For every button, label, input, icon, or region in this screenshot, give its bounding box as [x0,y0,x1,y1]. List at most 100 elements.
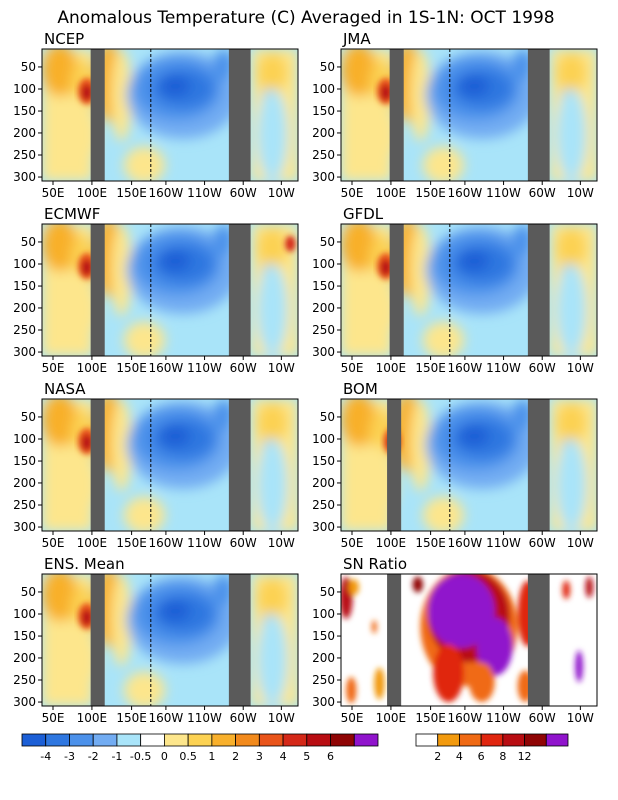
x-tick-label: 150E [415,186,446,200]
x-tick-label: 10W [567,711,594,725]
colorbar-swatch [480,733,504,747]
panel-frame [340,48,598,182]
x-tick-label: 60W [529,536,556,550]
colorbar-swatch [69,733,94,747]
y-tick-label: 50 [21,410,36,424]
y-tick-label: 100 [312,607,335,621]
y-tick-label: 150 [13,454,36,468]
panel-8: SN Ratio 50 100 150 200 250 300 50E 100E 150E 160W… [312,555,598,725]
land-mask [389,49,550,181]
colorbar-label: 4 [456,750,463,763]
panel-field [341,224,597,356]
colorbar-swatch [502,733,525,747]
x-tick-label: 60W [230,711,257,725]
y-tick-label: 200 [13,476,36,490]
colorbar-label: 8 [499,750,506,763]
y-tick-label: 150 [312,454,335,468]
y-tick-label: 100 [13,82,36,96]
x-tick-label: 60W [529,711,556,725]
x-tick-label: 110W [187,361,222,375]
colorbar-swatch [459,733,482,747]
panel-title: JMA [342,30,371,48]
land-mask [389,224,550,356]
colorbar-label: 6 [327,750,334,763]
y-tick-label: 100 [312,82,335,96]
panel-frame [340,223,598,357]
x-tick-label: 100E [376,536,407,550]
y-tick-label: 50 [21,585,36,599]
y-tick-label: 250 [13,148,36,162]
panel-title: NCEP [44,30,84,48]
x-tick-label: 100E [376,361,407,375]
land-mask [387,574,550,706]
x-tick-label: 50E [42,361,65,375]
y-tick-label: 250 [13,323,36,337]
panel-title: SN Ratio [343,555,407,573]
x-tick-label: 100E [77,536,108,550]
x-tick-label: 160W [448,361,483,375]
panel-frame [41,573,299,707]
colorbar-swatch [140,733,165,747]
y-tick-label: 50 [320,585,335,599]
x-tick-label: 150E [116,186,147,200]
y-tick-label: 150 [13,104,36,118]
y-tick-label: 50 [21,60,36,74]
x-tick-label: 100E [77,186,108,200]
panel-field [42,399,298,531]
y-tick-label: 100 [312,432,335,446]
y-tick-label: 100 [13,607,36,621]
panel-2: JMA 50 100 150 200 250 300 50E 100E 150E 160W 110W 6… [312,30,598,200]
colorbar-label: 5 [303,750,310,763]
y-tick-label: 200 [312,476,335,490]
panel-frame [41,398,299,532]
colorbar-swatch [258,733,284,747]
panel-1: NCEP 50 100 150 200 250 300 50E 100E 150E 160W 110W… [13,30,299,200]
x-tick-label: 100E [77,711,108,725]
x-tick-label: 100E [376,186,407,200]
panel-frame [340,573,598,707]
colorbar-swatch [524,733,547,747]
x-tick-label: 100E [77,361,108,375]
colorbar-label: 4 [280,750,287,763]
x-tick-label: 50E [341,186,364,200]
x-tick-label: 110W [486,186,521,200]
y-tick-label: 200 [312,126,335,140]
colorbar-label: -1 [111,750,122,763]
colorbar-swatch [282,733,308,747]
y-tick-label: 250 [312,673,335,687]
colorbar-label: 0.5 [179,750,197,763]
panel-title: GFDL [343,205,384,223]
x-tick-label: 10W [268,711,295,725]
panel-title: NASA [44,380,86,398]
y-tick-label: 300 [312,345,335,359]
land-mask [90,49,251,181]
y-tick-label: 250 [312,148,335,162]
colorbar-swatch [415,733,439,747]
x-tick-label: 10W [567,186,594,200]
colorbar-swatch [21,733,47,747]
x-tick-label: 60W [529,186,556,200]
y-tick-label: 250 [13,673,36,687]
x-tick-label: 150E [415,361,446,375]
y-tick-label: 150 [312,104,335,118]
y-tick-label: 50 [320,235,335,249]
colorbar-label: -2 [88,750,99,763]
x-tick-label: 100E [376,711,407,725]
y-tick-label: 50 [21,235,36,249]
colorbar-label: 12 [518,750,532,763]
colorbar-label: 2 [434,750,441,763]
x-tick-label: 150E [116,361,147,375]
x-tick-label: 60W [529,361,556,375]
x-tick-label: 160W [448,711,483,725]
y-tick-label: 200 [13,126,36,140]
colorbar-swatch [353,733,379,747]
y-tick-label: 300 [13,695,36,709]
x-tick-label: 160W [448,186,483,200]
colorbar-label: 2 [232,750,239,763]
x-tick-label: 10W [567,361,594,375]
panel-frame [340,398,598,532]
x-tick-label: 150E [116,536,147,550]
x-tick-label: 160W [149,711,184,725]
